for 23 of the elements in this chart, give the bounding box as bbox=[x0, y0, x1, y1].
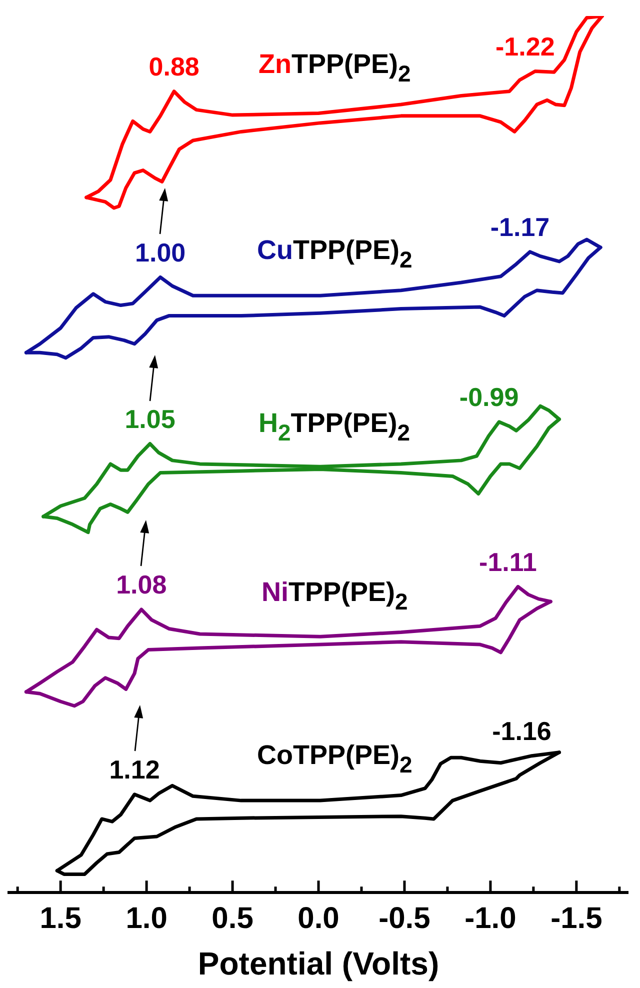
annotation: -1.11 bbox=[479, 546, 537, 577]
annotation: 1.12 bbox=[109, 754, 160, 785]
annotation: -0.99 bbox=[459, 382, 519, 412]
x-tick-label: 0.0 bbox=[298, 902, 340, 935]
annotation: 1.00 bbox=[135, 237, 186, 268]
series-label: CuTPP(PE)$_{2}$ bbox=[257, 234, 412, 273]
annotation: -1.22 bbox=[496, 31, 555, 62]
annotation: -1.16 bbox=[492, 716, 552, 746]
x-tick-label: -0.5 bbox=[378, 902, 430, 935]
x-tick-label: -1.0 bbox=[464, 902, 516, 935]
annotation: 1.05 bbox=[124, 404, 176, 434]
annotation: 1.08 bbox=[116, 570, 167, 600]
x-tick-label: 0.5 bbox=[212, 902, 254, 935]
series-label: CoTPP(PE)$_{2}$ bbox=[257, 740, 412, 778]
annotation: 0.88 bbox=[148, 52, 200, 82]
series-label: NiTPP(PE)$_{2}$ bbox=[262, 576, 408, 614]
x-tick-label: -1.5 bbox=[550, 902, 602, 935]
x-tick-label: 1.0 bbox=[126, 902, 168, 935]
series-label: ZnTPP(PE)$_{2}$ bbox=[258, 49, 411, 87]
series-label: H$_{2}$TPP(PE)$_{2}$ bbox=[258, 408, 410, 446]
x-tick-label: 1.5 bbox=[40, 902, 82, 935]
annotation: -1.17 bbox=[490, 212, 550, 242]
x-axis-title: Potential (Volts) bbox=[198, 946, 440, 982]
